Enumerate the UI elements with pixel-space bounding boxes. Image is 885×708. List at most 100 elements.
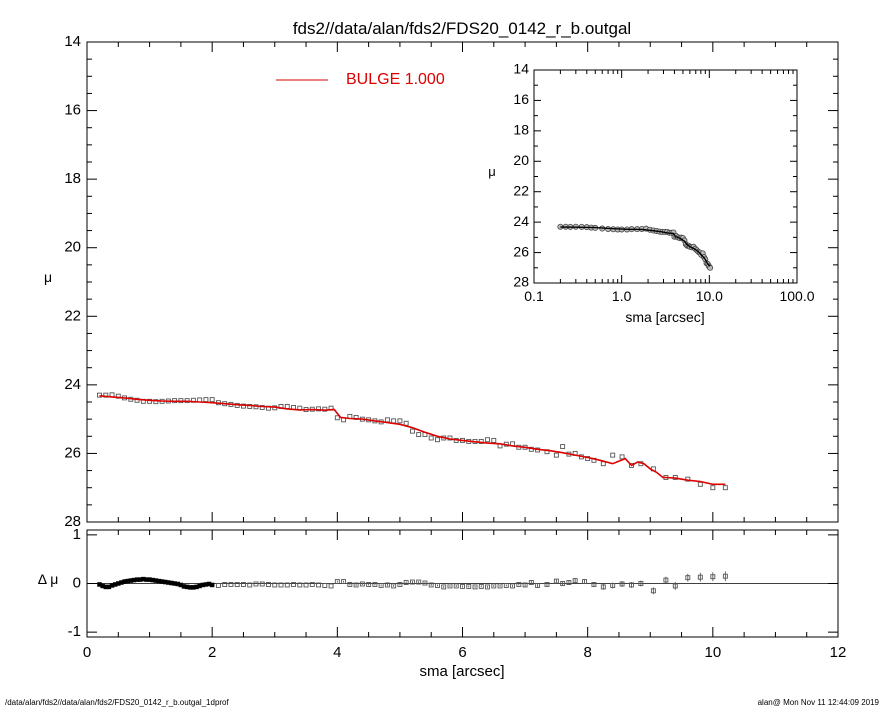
residual-data-point xyxy=(638,581,644,586)
inset-y-tick-label: 28 xyxy=(513,274,529,290)
main-y-axis: 14 16 18 20 22 24 26 28 xyxy=(64,33,838,530)
main-data-point xyxy=(409,428,415,434)
main-y-tick-label: 20 xyxy=(64,239,81,256)
inset-y-tick-label: 14 xyxy=(513,61,529,77)
inset-y-axis-label: μ xyxy=(488,164,496,179)
residual-data-point xyxy=(384,582,390,588)
residual-data-point xyxy=(619,581,625,587)
inset-plot-frame xyxy=(533,69,798,284)
main-data-point xyxy=(284,404,290,409)
residual-data-point xyxy=(478,583,484,589)
main-data-point xyxy=(203,397,209,403)
residual-data-point xyxy=(460,583,465,589)
residual-data-point xyxy=(710,574,716,580)
footer-timestamp: alan@ Mon Nov 11 12:44:09 2019 xyxy=(757,698,879,707)
main-data-point xyxy=(553,452,559,458)
main-data-point xyxy=(241,403,246,409)
residual-data-point xyxy=(503,582,509,588)
inset-y-tick-label: 24 xyxy=(513,213,529,229)
main-data-point xyxy=(491,437,497,443)
residual-data-point xyxy=(485,584,490,590)
main-y-tick-label: 16 xyxy=(64,102,81,119)
residual-data-point xyxy=(397,582,403,587)
main-data-point xyxy=(391,418,397,424)
residual-data-point xyxy=(697,574,703,580)
main-data-point xyxy=(322,406,328,412)
residual-data-point xyxy=(234,582,240,587)
chart-title: fds2//data/alan/fds2/FDS20_0142_r_b.outg… xyxy=(293,19,631,38)
residual-data-point xyxy=(516,582,522,587)
main-data-point xyxy=(316,406,322,412)
residual-data-point xyxy=(416,579,422,585)
bulge-model-line xyxy=(99,395,726,486)
residual-y-axis-label: Δ μ xyxy=(38,571,59,587)
main-y-tick-label: 22 xyxy=(64,307,81,324)
residual-data-point xyxy=(650,588,656,594)
inset-x-tick-label: 10.0 xyxy=(696,288,723,304)
residual-y-tick-label: 0 xyxy=(73,574,81,591)
residual-y-tick-label: -1 xyxy=(68,623,81,640)
residual-data-point xyxy=(403,580,409,585)
inset-x-axis: 0.1 1.0 10.0 100.0 xyxy=(524,70,815,304)
residual-x-tick-label: 0 xyxy=(83,644,91,661)
residual-data-point xyxy=(528,580,534,585)
residual-data-point xyxy=(663,577,669,583)
main-data-point xyxy=(384,417,390,423)
residual-data-point xyxy=(491,583,497,589)
main-data-point xyxy=(629,462,634,468)
main-y-tick-label: 14 xyxy=(64,33,81,50)
main-data-point xyxy=(334,415,340,421)
residual-x-axis: 0 2 4 6 8 10 12 xyxy=(83,530,846,661)
main-data-point xyxy=(97,392,102,398)
residual-x-tick-label: 8 xyxy=(583,644,591,661)
inset-y-tick-label: 16 xyxy=(513,91,529,107)
main-data-point xyxy=(478,438,484,444)
main-y-tick-label: 28 xyxy=(64,513,81,530)
residual-data-point xyxy=(278,582,284,588)
footer-file-path: /data/alan/fds2//data/alan/fds2/FDS20_01… xyxy=(5,698,229,707)
residual-data-point xyxy=(291,582,296,587)
residual-data-point xyxy=(378,582,384,588)
residual-data-point xyxy=(309,582,315,587)
residual-data-point xyxy=(359,581,365,587)
residual-data-point xyxy=(535,582,541,588)
main-data-point xyxy=(247,404,253,409)
main-data-point xyxy=(560,444,566,450)
residual-data-point xyxy=(241,582,246,587)
residual-data-point xyxy=(572,578,578,584)
residual-data-point xyxy=(422,580,428,586)
residual-data-point xyxy=(685,575,691,581)
main-y-tick-label: 24 xyxy=(64,376,81,393)
legend: BULGE 1.000 xyxy=(276,71,445,88)
main-data-point xyxy=(147,398,153,404)
residual-data-point xyxy=(600,584,606,590)
main-y-tick-label: 26 xyxy=(64,444,81,461)
inset-x-axis-label: sma [arcsec] xyxy=(625,309,704,325)
main-data-point xyxy=(619,454,625,460)
residual-data-point xyxy=(253,581,259,587)
main-data-point xyxy=(259,405,265,410)
residual-data-point xyxy=(591,582,597,587)
main-data-point xyxy=(428,435,434,441)
residual-data-point xyxy=(428,582,434,588)
residual-data-point xyxy=(341,579,347,585)
residual-data-point xyxy=(247,582,253,588)
main-y-tick-label: 18 xyxy=(64,170,81,187)
inset-model-line xyxy=(560,226,711,267)
main-data-point xyxy=(134,397,140,403)
inset-x-tick-label: 0.1 xyxy=(524,288,544,304)
legend-label: BULGE 1.000 xyxy=(346,71,445,88)
residual-data-point xyxy=(466,583,472,589)
residual-data-point xyxy=(209,582,215,588)
residual-data-point xyxy=(303,582,309,588)
residual-data-point xyxy=(409,579,415,585)
residual-data-point xyxy=(610,582,616,588)
main-profile-panel: 14 16 18 20 22 24 26 28 μ BULGE 1.000 xyxy=(44,33,839,530)
inset-x-tick-label: 100.0 xyxy=(779,288,814,304)
residual-data-point xyxy=(259,581,265,587)
residual-data-point xyxy=(284,582,290,588)
residual-data-point xyxy=(497,583,503,589)
residual-data-point xyxy=(215,582,221,588)
inset-log-panel: 14 16 18 20 22 24 26 28 0.1 1.0 10.0 100.0 μ sma [… xyxy=(488,61,814,325)
